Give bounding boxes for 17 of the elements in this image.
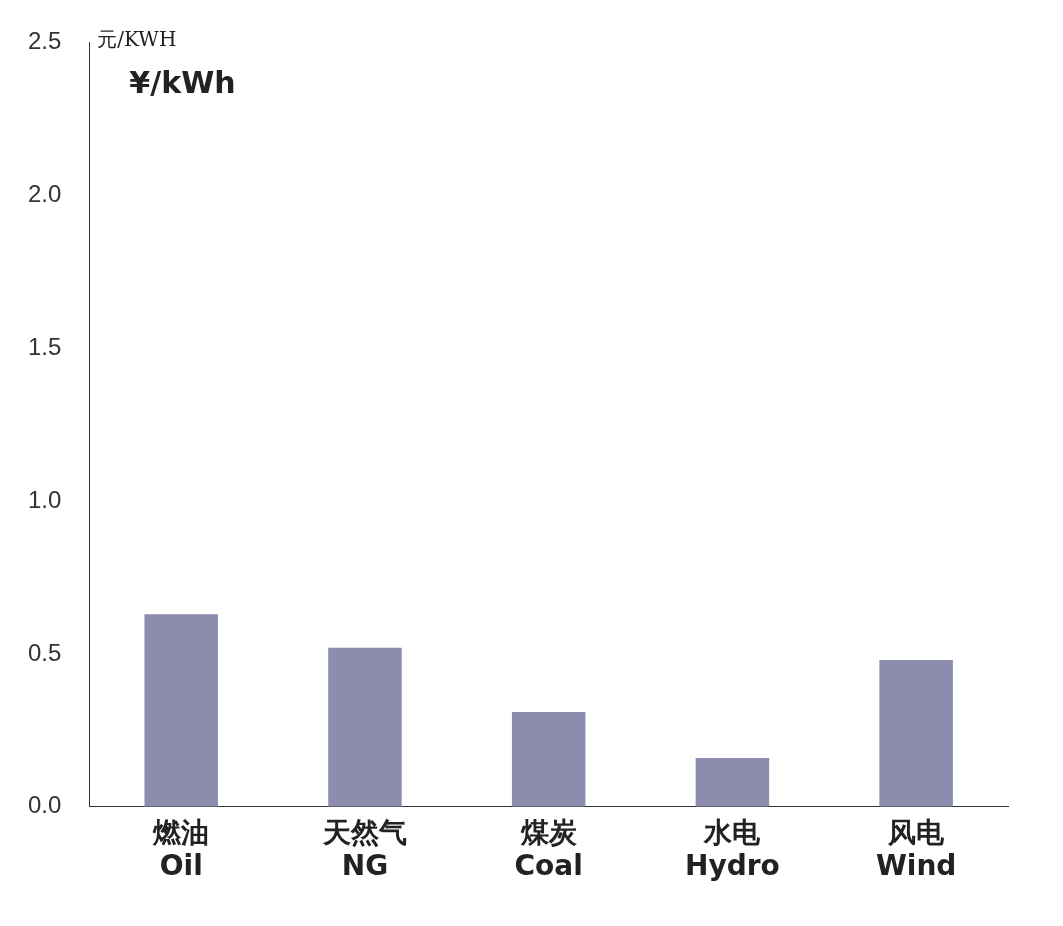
x-tick-label: 煤炭 Coal	[514, 815, 583, 883]
bar	[879, 660, 953, 807]
y-tick-label: 1.0	[27, 485, 62, 513]
bar	[328, 647, 402, 807]
x-tick-label: 水电 Hydro	[685, 815, 780, 883]
x-tick-label: 风电 Wind	[875, 815, 957, 883]
y-tick-label: 2.5	[27, 27, 62, 55]
y-tick-label: 0.5	[27, 638, 62, 666]
x-tick-label: 天然气 NG	[321, 815, 407, 883]
y-tick-label: 1.5	[27, 332, 62, 360]
y-tick-label: 0.0	[27, 791, 62, 819]
bar	[144, 614, 218, 807]
y-axis-title: 元/KWH ¥/kWh	[97, 26, 236, 101]
bar	[695, 757, 770, 807]
bar	[511, 712, 586, 807]
x-tick-label: 燃油 Oil	[152, 815, 210, 883]
y-tick-label: 2.0	[27, 179, 62, 207]
